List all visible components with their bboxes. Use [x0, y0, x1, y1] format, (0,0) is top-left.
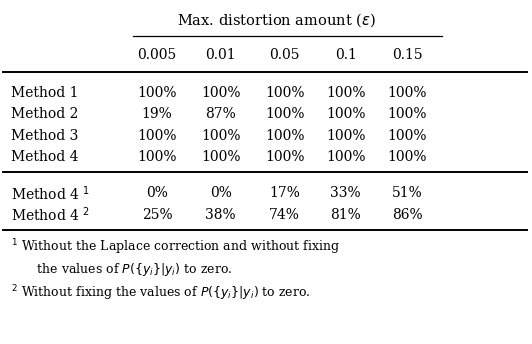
Text: 100%: 100%	[387, 150, 427, 164]
Text: 0.05: 0.05	[269, 48, 300, 62]
Text: 86%: 86%	[392, 208, 422, 222]
Text: Max. distortion amount ($\epsilon$): Max. distortion amount ($\epsilon$)	[177, 12, 376, 30]
Text: 100%: 100%	[265, 86, 304, 100]
Text: 100%: 100%	[201, 86, 240, 100]
Text: 19%: 19%	[142, 107, 172, 121]
Text: 0%: 0%	[210, 186, 232, 200]
Text: $^{1}$ Without the Laplace correction and without fixing: $^{1}$ Without the Laplace correction an…	[11, 238, 340, 257]
Text: 74%: 74%	[269, 208, 300, 222]
Text: 38%: 38%	[205, 208, 236, 222]
Text: 100%: 100%	[387, 107, 427, 121]
Text: 100%: 100%	[387, 129, 427, 142]
Text: 100%: 100%	[326, 86, 365, 100]
Text: 100%: 100%	[137, 129, 177, 142]
Text: 0.15: 0.15	[392, 48, 422, 62]
Text: Method 1: Method 1	[11, 86, 78, 100]
Text: 100%: 100%	[387, 86, 427, 100]
Text: 0.005: 0.005	[137, 48, 177, 62]
Text: 100%: 100%	[137, 86, 177, 100]
Text: 100%: 100%	[201, 150, 240, 164]
Text: 100%: 100%	[201, 129, 240, 142]
Text: 100%: 100%	[326, 150, 365, 164]
Text: 87%: 87%	[205, 107, 236, 121]
Text: 100%: 100%	[326, 129, 365, 142]
Text: 100%: 100%	[265, 150, 304, 164]
Text: Method 4 $^{1}$: Method 4 $^{1}$	[11, 184, 90, 203]
Text: Method 4: Method 4	[11, 150, 78, 164]
Text: 0%: 0%	[146, 186, 168, 200]
Text: 33%: 33%	[330, 186, 361, 200]
Text: 100%: 100%	[265, 107, 304, 121]
Text: 25%: 25%	[142, 208, 172, 222]
Text: Method 3: Method 3	[11, 129, 78, 142]
Text: 100%: 100%	[137, 150, 177, 164]
Text: Method 2: Method 2	[11, 107, 78, 121]
Text: 100%: 100%	[326, 107, 365, 121]
Text: 51%: 51%	[392, 186, 422, 200]
Text: Method 4 $^{2}$: Method 4 $^{2}$	[11, 205, 90, 224]
Text: 17%: 17%	[269, 186, 300, 200]
Text: 0.1: 0.1	[335, 48, 357, 62]
Text: 0.01: 0.01	[205, 48, 236, 62]
Text: 81%: 81%	[330, 208, 361, 222]
Text: 100%: 100%	[265, 129, 304, 142]
Text: the values of $P(\{y_i\}|y_i)$ to zero.: the values of $P(\{y_i\}|y_i)$ to zero.	[21, 260, 232, 278]
Text: $^{2}$ Without fixing the values of $P(\{y_i\}|y_i)$ to zero.: $^{2}$ Without fixing the values of $P(\…	[11, 283, 310, 303]
